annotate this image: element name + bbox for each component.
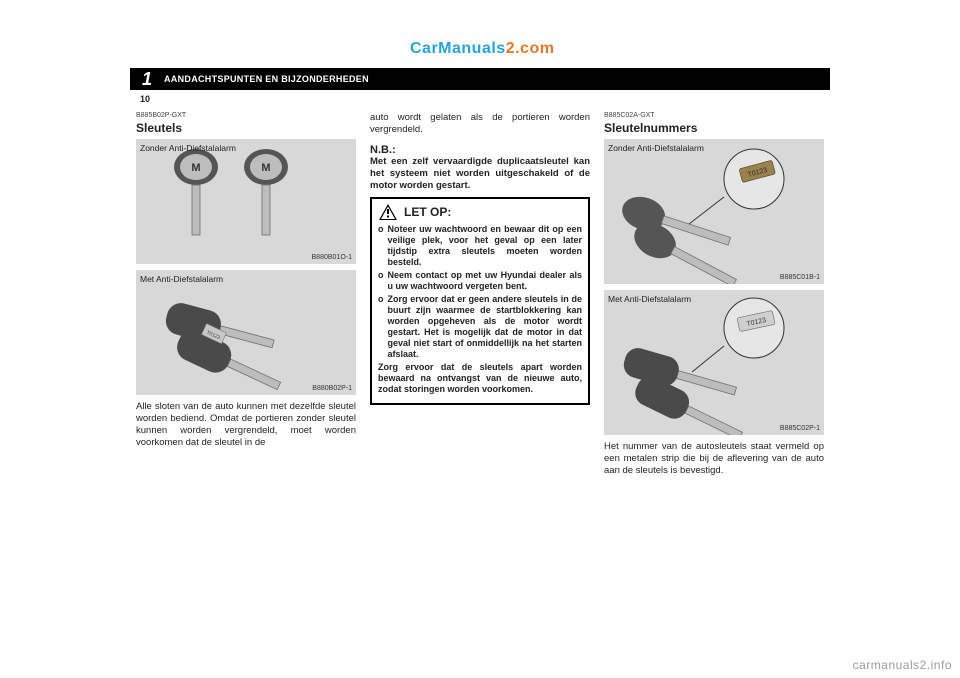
figure-caption: Zonder Anti-Diefstalalarm bbox=[608, 143, 704, 153]
fob-keys-illustration: T0123 bbox=[136, 270, 356, 395]
section-title-sleutelnummers: Sleutelnummers bbox=[604, 121, 824, 135]
section-code: B885C02A-GXT bbox=[604, 112, 824, 119]
caution-text: Zorg ervoor dat er geen andere sleutels … bbox=[388, 294, 583, 360]
content-columns: B885B02P-GXT Sleutels Zonder Anti-Diefst… bbox=[130, 112, 830, 608]
figure-ref: B885C02P-1 bbox=[780, 425, 820, 432]
watermark-part-b: 2.com bbox=[506, 40, 555, 57]
body-text: Alle sloten van de auto kunnen met dezel… bbox=[136, 401, 356, 449]
nb-title: N.B.: bbox=[370, 144, 590, 156]
figure-ref: B880B02P-1 bbox=[312, 385, 352, 392]
page-number: 10 bbox=[140, 94, 150, 104]
nb-body: Met een zelf vervaardigde duplicaatsleut… bbox=[370, 156, 590, 192]
figure-keys-with-alarm: Met Anti-Diefstalalarm T0123 B880B02P-1 bbox=[136, 270, 356, 395]
bullet: o bbox=[378, 270, 384, 292]
chapter-number: 1 bbox=[130, 68, 164, 90]
warning-triangle-icon bbox=[378, 203, 398, 221]
figure-keynumbers-no-alarm: Zonder Anti-Diefstalalarm T0123 bbox=[604, 139, 824, 284]
caution-list: o Noteer uw wachtwoord en bewaar dit op … bbox=[378, 224, 582, 395]
section-code: B885B02P-GXT bbox=[136, 112, 356, 119]
header-bar: 1 AANDACHTSPUNTEN EN BIJZONDERHEDEN bbox=[130, 68, 830, 90]
fob-keynumbers-illustration: T0123 bbox=[604, 290, 824, 435]
manual-page: CarManuals2.com 1 AANDACHTSPUNTEN EN BIJ… bbox=[130, 68, 830, 608]
figure-keynumbers-with-alarm: Met Anti-Diefstalalarm T0123 bbox=[604, 290, 824, 435]
figure-ref: B885C01B-1 bbox=[780, 274, 820, 281]
bullet: o bbox=[378, 294, 384, 360]
column-3: B885C02A-GXT Sleutelnummers Zonder Anti-… bbox=[604, 112, 824, 608]
figure-ref: B880B01O-1 bbox=[312, 254, 352, 261]
svg-text:M: M bbox=[261, 162, 270, 174]
figure-caption: Met Anti-Diefstalalarm bbox=[608, 294, 691, 304]
caution-box: LET OP: o Noteer uw wachtwoord en bewaar… bbox=[370, 197, 590, 405]
watermark-top: CarManuals2.com bbox=[410, 40, 554, 58]
caution-text: Noteer uw wachtwoord en bewaar dit op ee… bbox=[388, 224, 583, 268]
caution-text: Neem contact op met uw Hyundai dealer al… bbox=[388, 270, 583, 292]
column-1: B885B02P-GXT Sleutels Zonder Anti-Diefst… bbox=[136, 112, 356, 608]
figure-keys-no-alarm: Zonder Anti-Diefstalalarm M M bbox=[136, 139, 356, 264]
keynumbers-illustration: T0123 bbox=[604, 139, 824, 284]
bullet: o bbox=[378, 224, 384, 268]
caution-item: o Neem contact op met uw Hyundai dealer … bbox=[378, 270, 582, 292]
caution-title: LET OP: bbox=[404, 205, 451, 219]
body-text: Het nummer van de autosleutels staat ver… bbox=[604, 441, 824, 477]
caution-tail-text: Zorg ervoor dat de sleutels apart worden… bbox=[378, 362, 582, 394]
caution-heading: LET OP: bbox=[378, 203, 582, 221]
figure-caption: Met Anti-Diefstalalarm bbox=[140, 274, 223, 284]
caution-item: o Noteer uw wachtwoord en bewaar dit op … bbox=[378, 224, 582, 268]
keys-illustration: M M bbox=[136, 139, 356, 264]
footer-watermark: carmanuals2.info bbox=[853, 658, 952, 672]
caution-tail: Zorg ervoor dat de sleutels apart worden… bbox=[378, 362, 582, 395]
caution-item: o Zorg ervoor dat er geen andere sleutel… bbox=[378, 294, 582, 360]
section-title-sleutels: Sleutels bbox=[136, 121, 356, 135]
chapter-title: AANDACHTSPUNTEN EN BIJZONDERHEDEN bbox=[164, 74, 369, 84]
figure-caption: Zonder Anti-Diefstalalarm bbox=[140, 143, 236, 153]
watermark-part-a: CarManuals bbox=[410, 40, 506, 57]
body-text-continued: auto wordt gelaten als de portieren word… bbox=[370, 112, 590, 136]
svg-text:M: M bbox=[191, 162, 200, 174]
column-2: auto wordt gelaten als de portieren word… bbox=[370, 112, 590, 608]
